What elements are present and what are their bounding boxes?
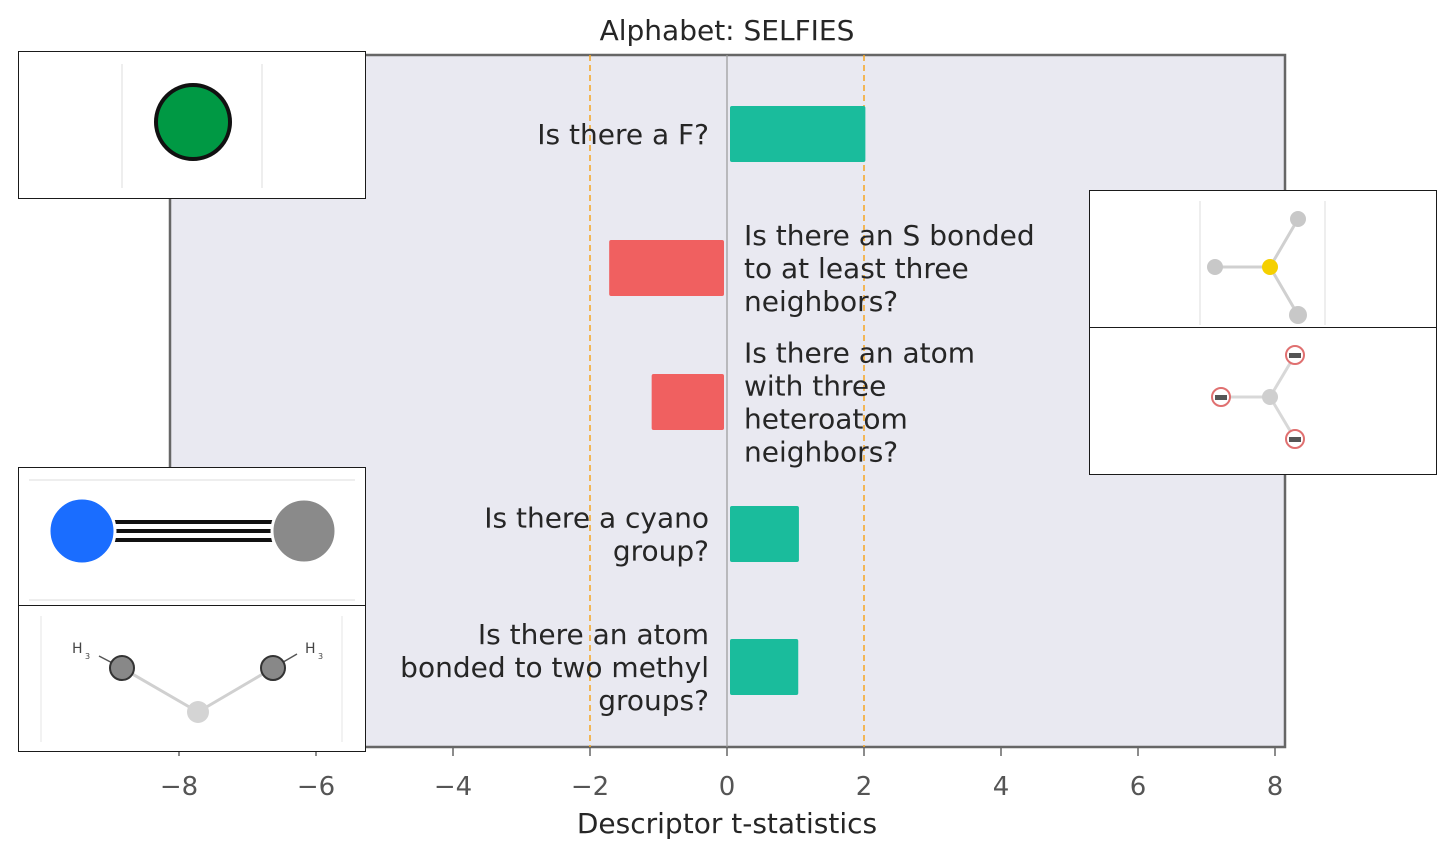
three-heteroatom-neighbors-diagram <box>1211 345 1305 449</box>
svg-text:3: 3 <box>318 652 323 661</box>
molecule-fluorine-inset <box>18 51 366 199</box>
molecule-heteroatom-inset <box>1089 327 1437 475</box>
category-label: Is there an atom with three heteroatom neig… <box>744 337 975 469</box>
bar <box>730 106 866 162</box>
x-tick-label: 2 <box>856 772 873 802</box>
heteroatom-icon <box>1211 387 1231 407</box>
x-tick-label: 6 <box>1130 772 1147 802</box>
molecule-sulfur-inset <box>1089 190 1437 329</box>
svg-text:H: H <box>72 641 83 657</box>
x-tick-label: 8 <box>1267 772 1284 802</box>
x-tick-label: 4 <box>993 772 1010 802</box>
x-tick-label: −6 <box>297 772 335 802</box>
x-tick-label: 0 <box>719 772 736 802</box>
two-methyl-groups-diagram: H 3 H 3 <box>40 616 343 742</box>
fluorine-atom-diagram <box>121 64 263 188</box>
bar <box>609 240 724 296</box>
heteroatom-icon <box>1285 429 1305 449</box>
x-tick-label: −8 <box>160 772 198 802</box>
sulfur-three-neighbors-diagram <box>1199 201 1326 325</box>
svg-text:H: H <box>305 641 316 657</box>
molecule-cyano-inset <box>18 467 366 607</box>
x-tick-label: −4 <box>434 772 472 802</box>
cyano-group-diagram <box>29 479 355 601</box>
x-tick-label: −2 <box>571 772 609 802</box>
category-label: Is there an S bonded to at least three nei… <box>744 219 1035 318</box>
bar <box>730 506 799 562</box>
x-axis-label: Descriptor t-statistics <box>577 807 877 840</box>
molecule-dimethyl-inset: H 3 H 3 <box>18 605 366 752</box>
category-label: Is there a F? <box>537 118 709 151</box>
bar <box>651 374 724 430</box>
category-label: Is there an atom bonded to two methyl grou… <box>400 618 709 717</box>
svg-text:3: 3 <box>85 652 90 661</box>
category-label: Is there a cyano group? <box>484 502 709 568</box>
chart-title: Alphabet: SELFIES <box>600 14 855 47</box>
bar <box>730 639 799 695</box>
heteroatom-icon <box>1285 345 1305 365</box>
